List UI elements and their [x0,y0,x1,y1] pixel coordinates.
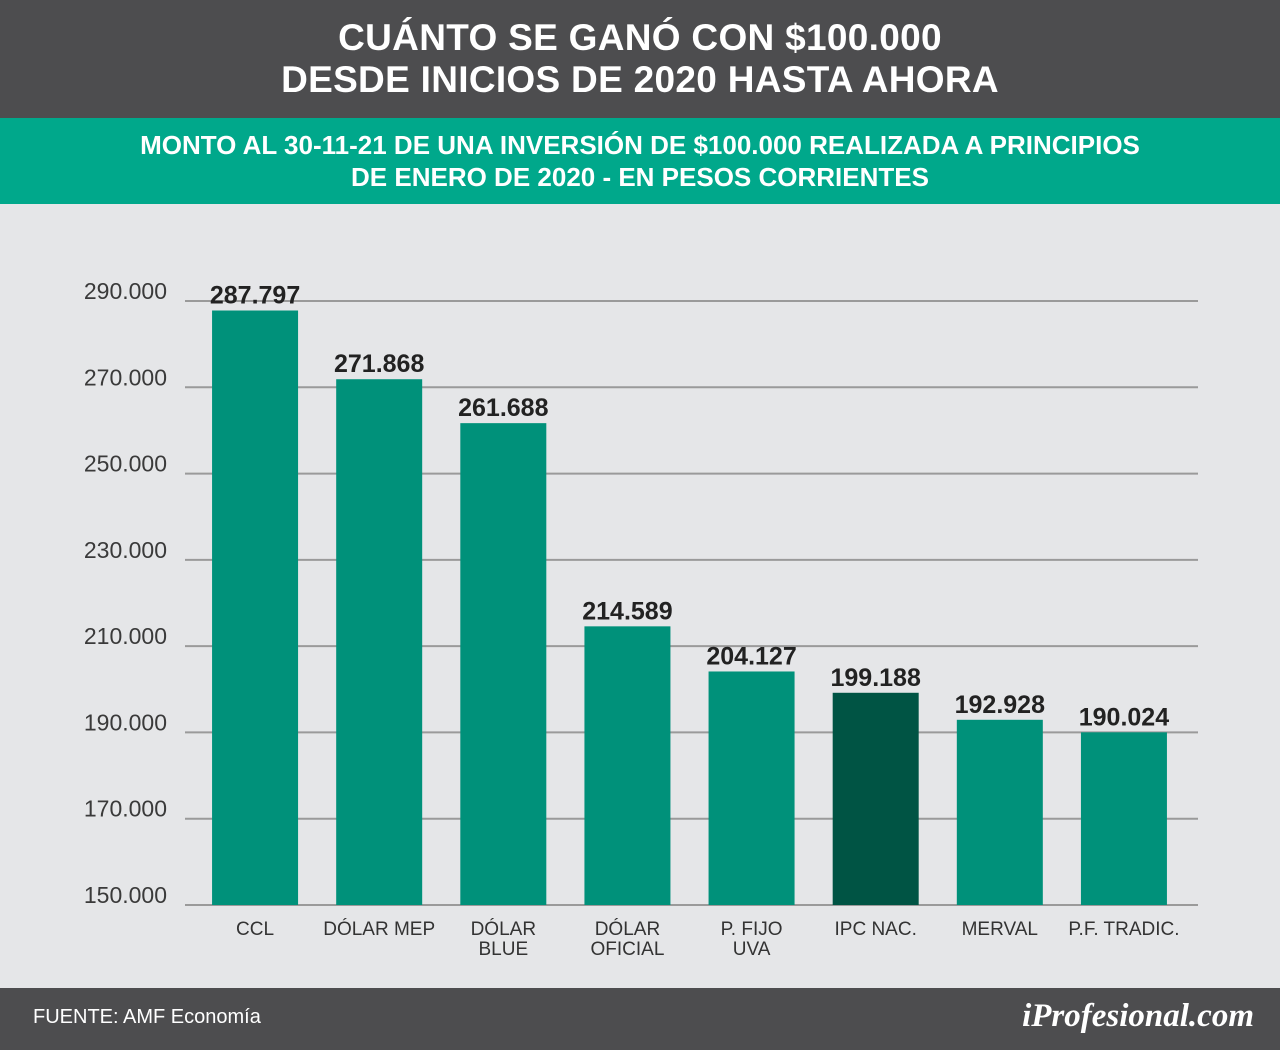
bar [212,310,299,905]
y-tick-label: 270.000 [84,364,167,390]
data-label: 204.127 [706,642,796,670]
brand-logo: iProfesional.com [1022,998,1254,1034]
x-tick-label: BLUE [478,939,528,960]
data-label: 271.868 [334,350,424,378]
subtitle-line-1: MONTO AL 30-11-21 DE UNA INVERSIÓN DE $1… [140,130,1140,160]
footer: FUENTE: AMF Economía iProfesional.com [0,988,1280,1050]
chart-subtitle: MONTO AL 30-11-21 DE UNA INVERSIÓN DE $1… [0,118,1280,204]
y-tick-label: 150.000 [84,882,167,908]
chart-title: CUÁNTO SE GANÓ CON $100.000 DESDE INICIO… [0,0,1280,118]
chart-area: 150.000 170.000 190.000 210.000 230.000 250.0… [0,204,1280,988]
x-tick-label: DÓLAR MEP [323,918,435,940]
y-tick-label: 170.000 [84,796,167,822]
bar-chart: 150.000 170.000 190.000 210.000 230.000 250.0… [84,278,1198,960]
y-tick-label: 290.000 [84,278,167,304]
bar [956,719,1043,905]
source-note: FUENTE: AMF Economía [33,1006,261,1028]
bar [708,671,795,905]
title-line-2: DESDE INICIOS DE 2020 HASTA AHORA [281,59,999,100]
data-label: 192.928 [955,691,1045,719]
bar [1080,732,1167,905]
y-tick-label: 230.000 [84,537,167,563]
x-tick-label: P. FIJO [721,919,783,940]
x-tick-label: DÓLAR [595,918,660,940]
x-tick-label: OFICIAL [590,939,664,960]
x-tick-label: IPC NAC. [835,919,917,940]
data-label: 214.589 [582,597,672,625]
x-tick-label: CCL [236,919,274,940]
bar [460,423,547,905]
x-tick-label: UVA [733,939,771,960]
y-tick-label: 210.000 [84,623,167,649]
x-tick-label: P.F. TRADIC. [1068,919,1179,940]
x-tick-label: DÓLAR [471,918,536,940]
x-tick-label: MERVAL [962,919,1038,940]
y-tick-label: 190.000 [84,709,167,735]
data-label: 199.188 [831,664,921,692]
subtitle-line-2: DE ENERO DE 2020 - EN PESOS CORRIENTES [351,162,929,192]
y-tick-label: 250.000 [84,451,167,477]
bar [832,692,919,905]
data-label: 261.688 [458,394,548,422]
bar [336,379,423,905]
title-line-1: CUÁNTO SE GANÓ CON $100.000 [338,17,942,58]
data-label: 287.797 [210,282,300,310]
data-label: 190.024 [1079,703,1169,731]
bar [584,626,671,905]
